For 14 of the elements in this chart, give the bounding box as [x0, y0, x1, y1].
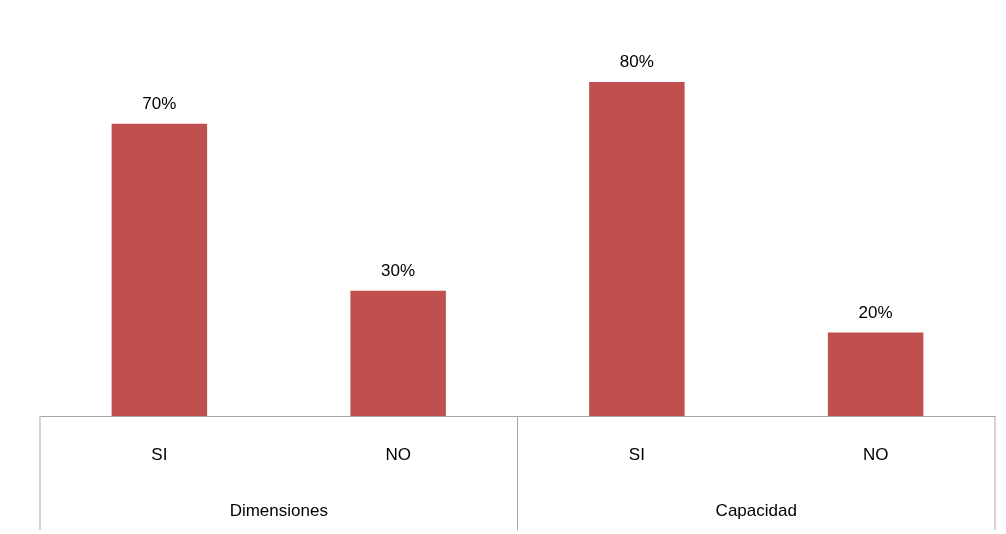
- bar: [827, 332, 924, 416]
- bar: [589, 82, 685, 416]
- bar: [350, 290, 446, 416]
- x-tick-label: NO: [385, 444, 411, 464]
- data-label: 30%: [381, 260, 416, 280]
- text: Dimensiones: [229, 501, 328, 520]
- data-label: 20%: [858, 302, 893, 322]
- x-tick-label: SI: [151, 444, 168, 464]
- x-tick-label: SI: [628, 444, 645, 464]
- data-label: 70%: [142, 93, 177, 113]
- bar: [111, 123, 208, 416]
- x-tick-label: NO: [862, 444, 889, 464]
- text: Capacidad: [715, 501, 797, 520]
- data-label: 80%: [619, 52, 654, 71]
